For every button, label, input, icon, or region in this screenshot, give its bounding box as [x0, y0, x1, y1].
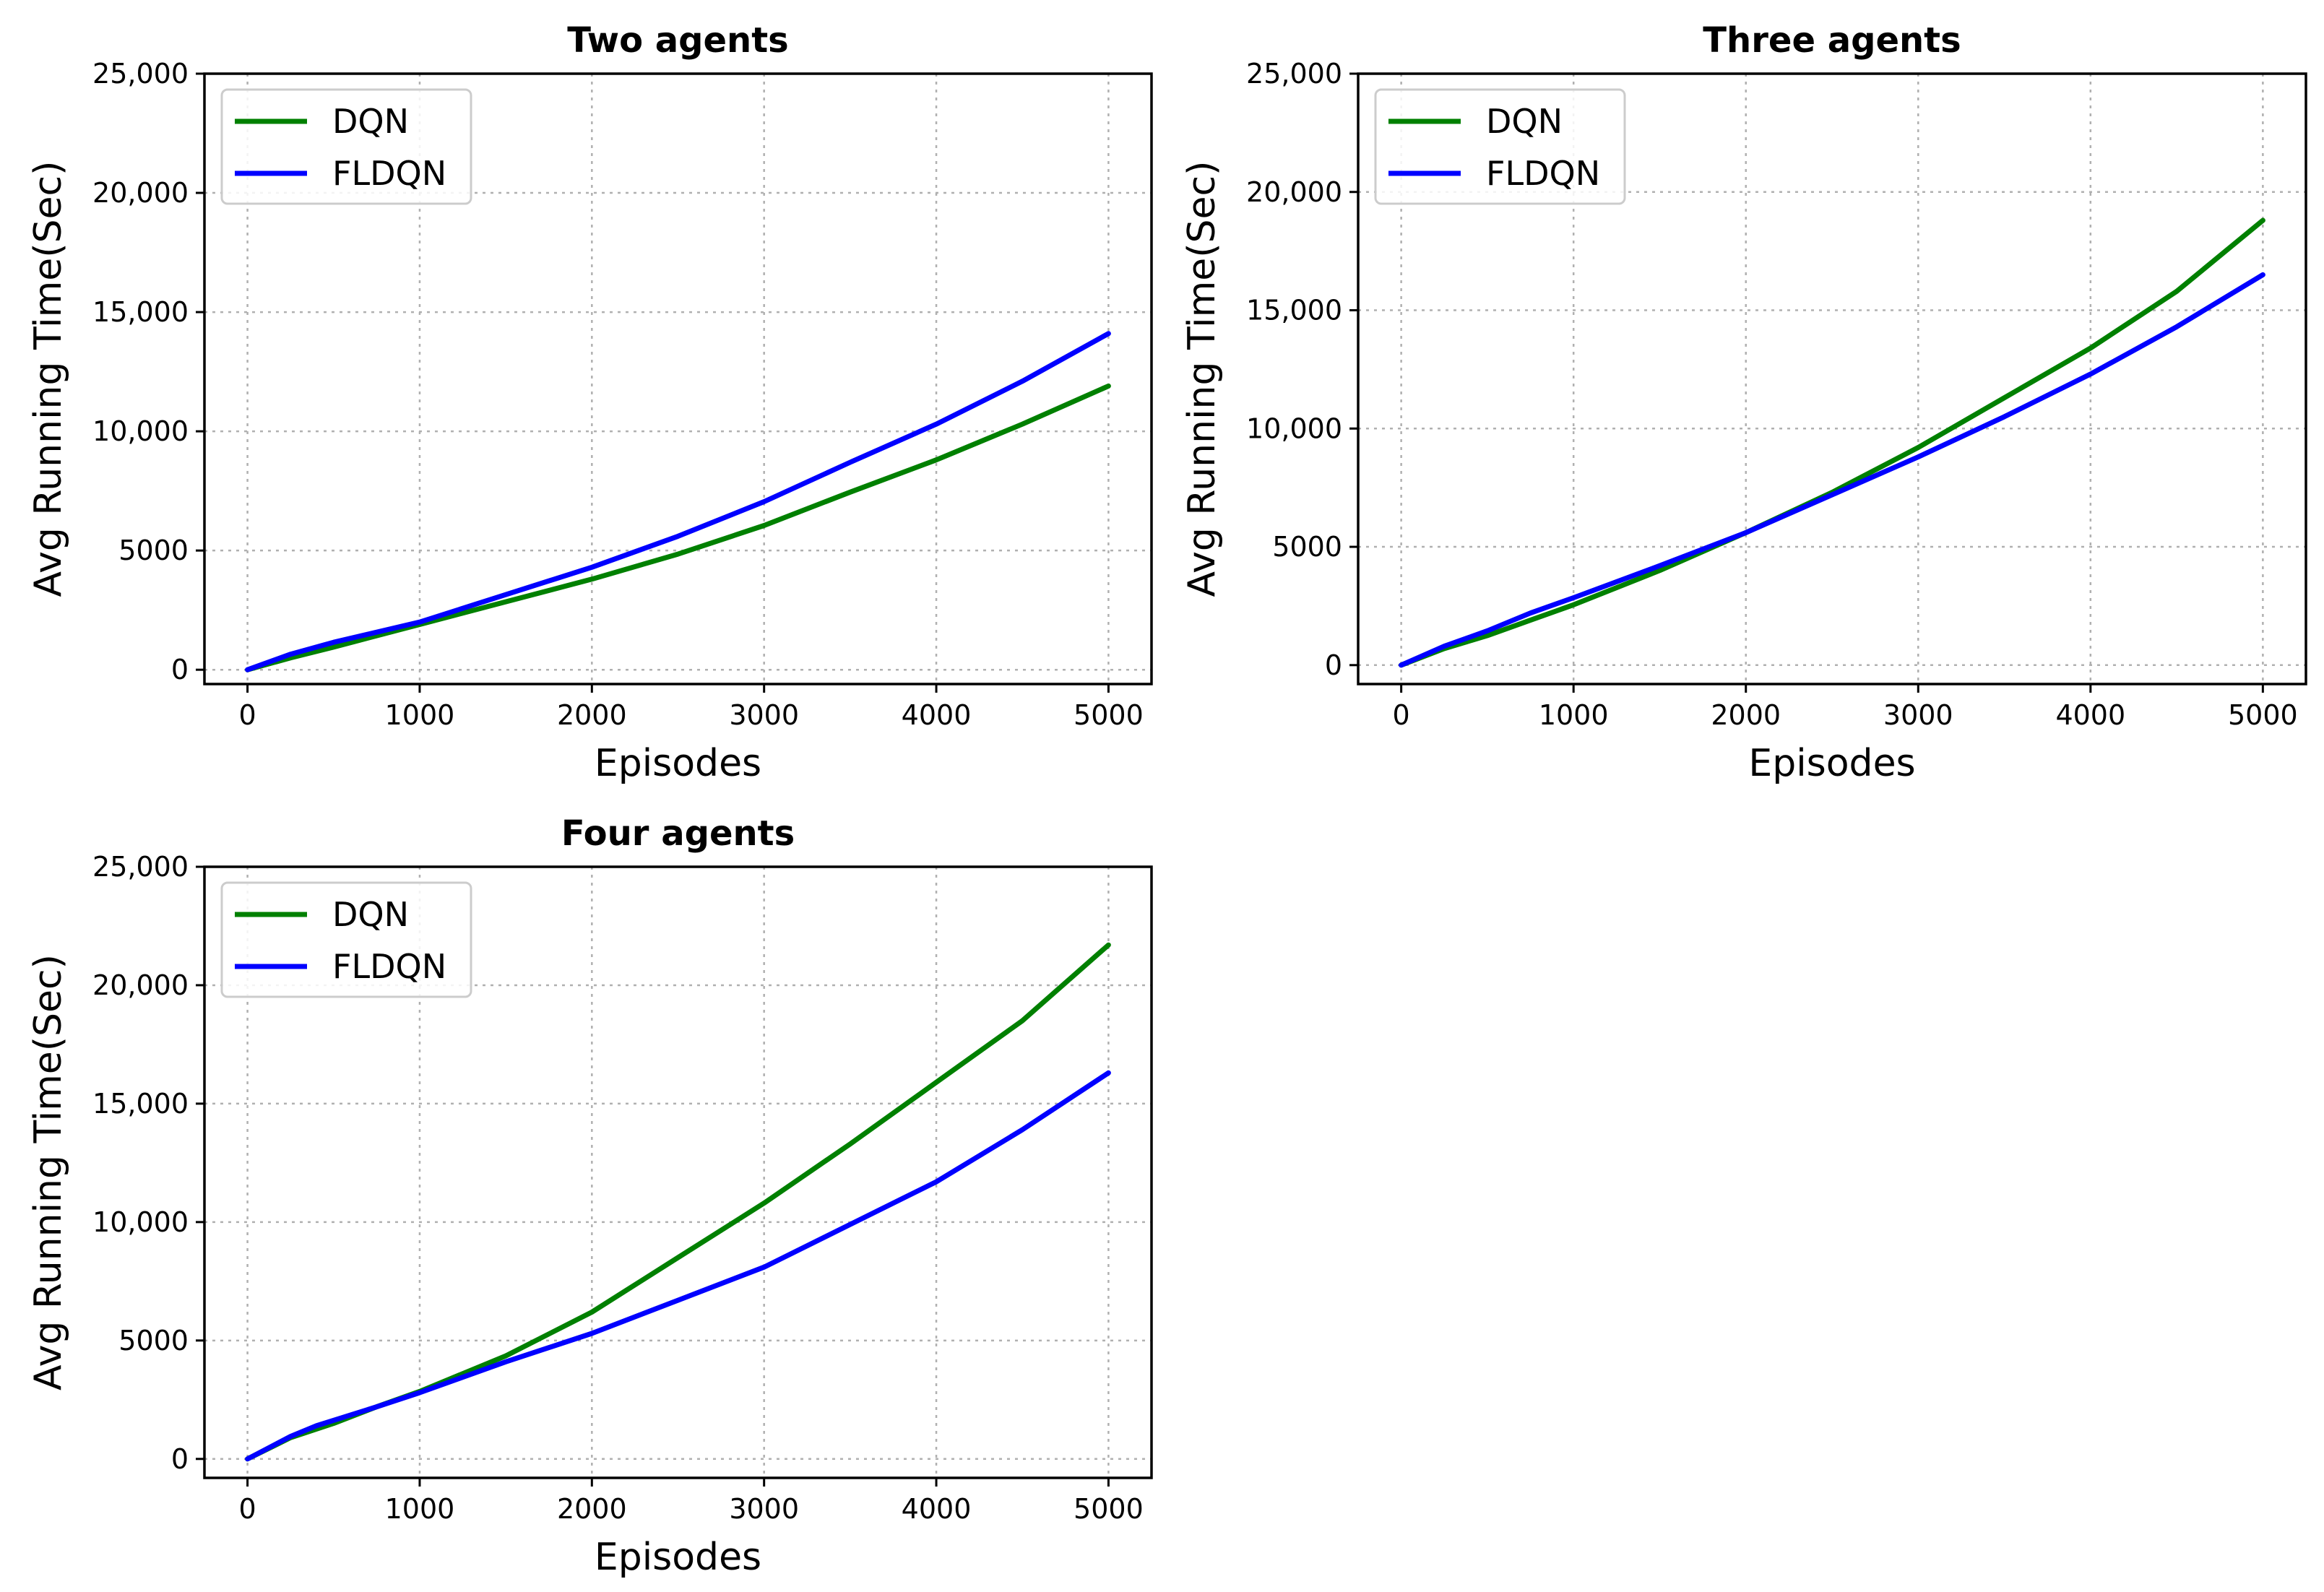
series-line-fldqn [1399, 272, 2265, 668]
y-tick-label: 25,000 [1246, 58, 1342, 90]
x-tick-label: 1000 [385, 1493, 455, 1525]
y-tick-label: 0 [171, 654, 189, 685]
y-tick-label: 5000 [1272, 531, 1342, 563]
y-tick-label: 5000 [118, 535, 189, 566]
legend-label-fldqn: FLDQN [1486, 154, 1600, 193]
x-tick-label: 0 [238, 699, 256, 731]
y-tick-label: 0 [171, 1443, 189, 1475]
x-tick-label: 3000 [729, 699, 799, 731]
y-axis-label: Avg Running Time(Sec) [27, 161, 70, 597]
panel-three-agents: 0 1000 2000 3000 4000 5000 0 5000 10,000 15,000 20… [1180, 20, 2307, 785]
y-tick-label: 10,000 [92, 415, 189, 447]
x-tick-label: 4000 [902, 699, 972, 731]
plot-frame [203, 72, 1153, 685]
y-tick-label: 10,000 [1246, 412, 1342, 444]
legend-label-dqn: DQN [332, 102, 409, 141]
y-tick-label: 15,000 [1246, 295, 1342, 326]
x-axis-label: Episodes [1748, 742, 1915, 785]
y-tick-label: 20,000 [1246, 176, 1342, 208]
x-axis-label: Episodes [595, 742, 761, 785]
chart-title: Two agents [567, 20, 789, 61]
y-tick-label: 20,000 [92, 969, 189, 1001]
x-tick-label: 3000 [729, 1493, 799, 1525]
legend-label-fldqn: FLDQN [332, 154, 446, 193]
x-tick-label: 4000 [902, 1493, 972, 1525]
y-axis-label: Avg Running Time(Sec) [1180, 161, 1224, 597]
x-tick-label: 5000 [2228, 699, 2298, 731]
series-line-dqn [245, 942, 1111, 1462]
series-line-fldqn [245, 1070, 1111, 1462]
panel-two-agents: 0 1000 2000 3000 4000 5000 0 5000 10,000 15,000 20… [27, 20, 1153, 785]
y-tick-label: 0 [1325, 649, 1342, 681]
legend-label-dqn: DQN [332, 895, 409, 934]
chart-title: Three agents [1703, 20, 1961, 61]
plot-frame [1357, 72, 2307, 685]
y-tick-label: 15,000 [92, 296, 189, 328]
series-line-dqn [245, 383, 1111, 672]
x-axis-label: Episodes [595, 1536, 761, 1579]
x-tick-label: 0 [1393, 699, 1410, 731]
y-axis-label: Avg Running Time(Sec) [27, 954, 70, 1390]
chart-title: Four agents [561, 813, 795, 854]
x-tick-label: 1000 [385, 699, 455, 731]
x-tick-label: 0 [238, 1493, 256, 1525]
y-tick-label: 25,000 [92, 851, 189, 883]
series-line-fldqn [245, 331, 1111, 672]
x-tick-label: 3000 [1883, 699, 1953, 731]
x-tick-label: 5000 [1074, 1493, 1144, 1525]
x-tick-label: 2000 [1711, 699, 1781, 731]
y-tick-label: 25,000 [92, 58, 189, 90]
x-tick-label: 2000 [557, 1493, 627, 1525]
x-tick-label: 4000 [2055, 699, 2125, 731]
legend-label-dqn: DQN [1486, 102, 1563, 141]
x-tick-label: 1000 [1539, 699, 1609, 731]
y-tick-label: 20,000 [92, 177, 189, 209]
plot-frame [203, 865, 1153, 1479]
y-tick-label: 10,000 [92, 1206, 189, 1238]
y-tick-label: 5000 [118, 1325, 189, 1357]
y-tick-label: 15,000 [92, 1088, 189, 1120]
x-tick-label: 2000 [557, 699, 627, 731]
panel-four-agents: 0 1000 2000 3000 4000 5000 0 5000 10,000 15,000 20… [27, 813, 1153, 1579]
legend-label-fldqn: FLDQN [332, 947, 446, 986]
x-tick-label: 5000 [1074, 699, 1144, 731]
